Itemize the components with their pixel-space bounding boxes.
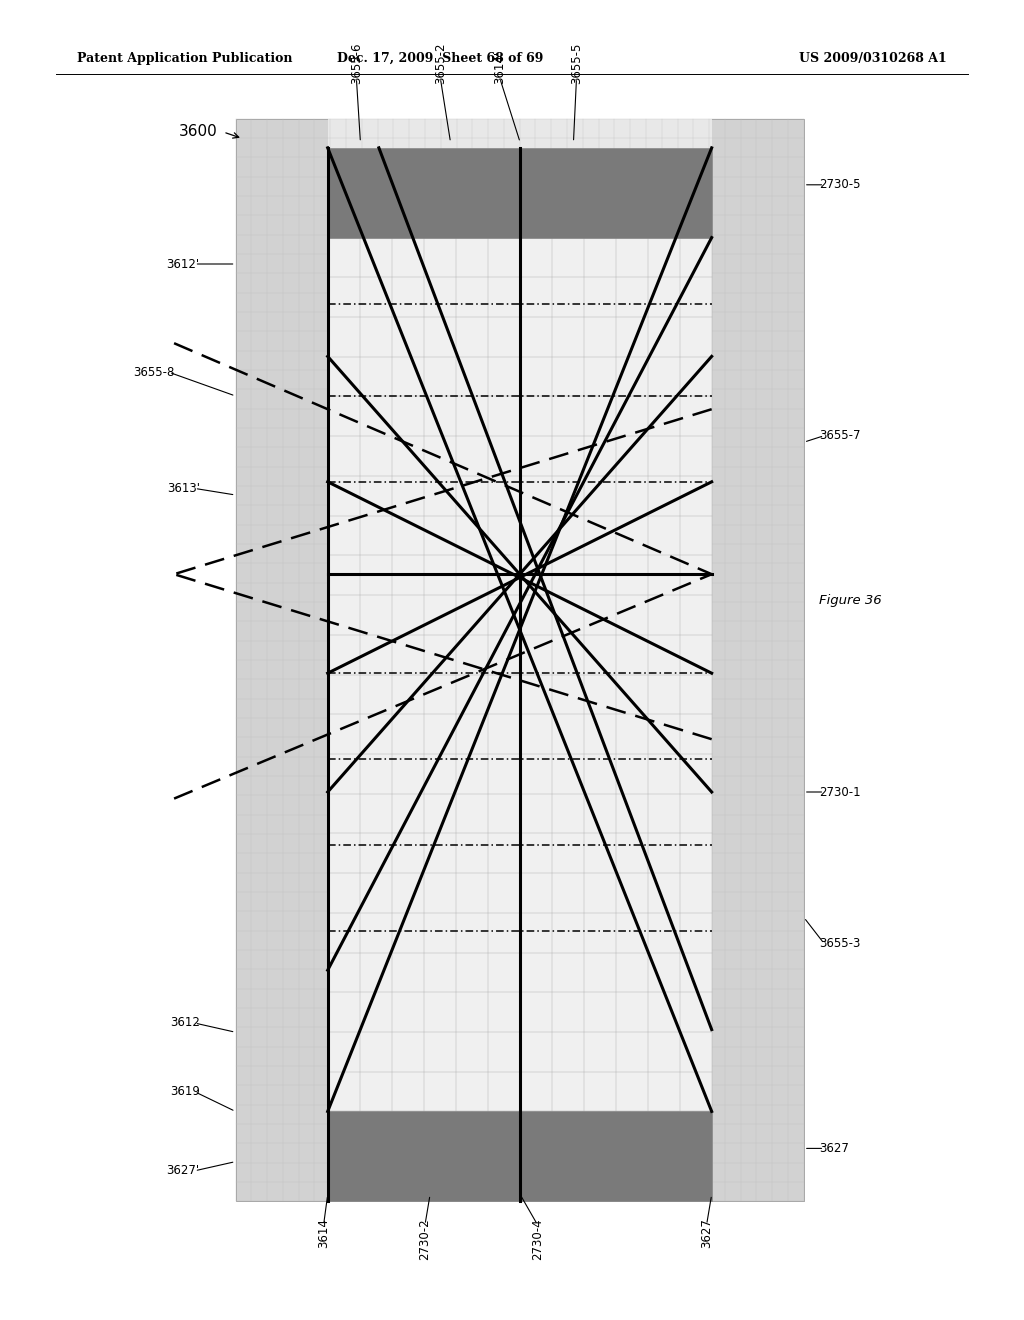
Text: 3612': 3612' <box>167 257 200 271</box>
Text: 3612: 3612 <box>170 1016 200 1030</box>
Text: 3614': 3614' <box>494 51 506 84</box>
Text: 3655-5: 3655-5 <box>570 44 583 84</box>
Text: 2730-4: 2730-4 <box>531 1218 544 1261</box>
Text: 3627: 3627 <box>700 1218 713 1249</box>
Bar <box>236 119 804 1201</box>
Bar <box>328 148 712 238</box>
Text: Figure 36: Figure 36 <box>819 594 882 607</box>
Text: 3613': 3613' <box>167 482 200 495</box>
Text: 3655-7: 3655-7 <box>819 429 861 442</box>
Text: 3655-2: 3655-2 <box>434 44 446 84</box>
Text: 3627: 3627 <box>819 1142 849 1155</box>
Text: Patent Application Publication: Patent Application Publication <box>77 51 292 65</box>
Text: 3614: 3614 <box>317 1218 330 1249</box>
Text: 2730-2: 2730-2 <box>419 1218 431 1261</box>
Bar <box>328 119 712 1201</box>
Text: 2730-5: 2730-5 <box>819 178 861 191</box>
Text: 3655-3: 3655-3 <box>819 937 860 950</box>
Text: 3655-8: 3655-8 <box>133 366 174 379</box>
Text: 3600: 3600 <box>179 124 218 140</box>
Text: US 2009/0310268 A1: US 2009/0310268 A1 <box>800 51 947 65</box>
Bar <box>328 1111 712 1201</box>
Text: 3619: 3619 <box>170 1085 200 1098</box>
Text: 3627': 3627' <box>167 1164 200 1177</box>
Bar <box>328 238 712 1111</box>
Text: 2730-1: 2730-1 <box>819 785 861 799</box>
Text: Dec. 17, 2009  Sheet 68 of 69: Dec. 17, 2009 Sheet 68 of 69 <box>337 51 544 65</box>
Text: 3655-6: 3655-6 <box>350 44 362 84</box>
